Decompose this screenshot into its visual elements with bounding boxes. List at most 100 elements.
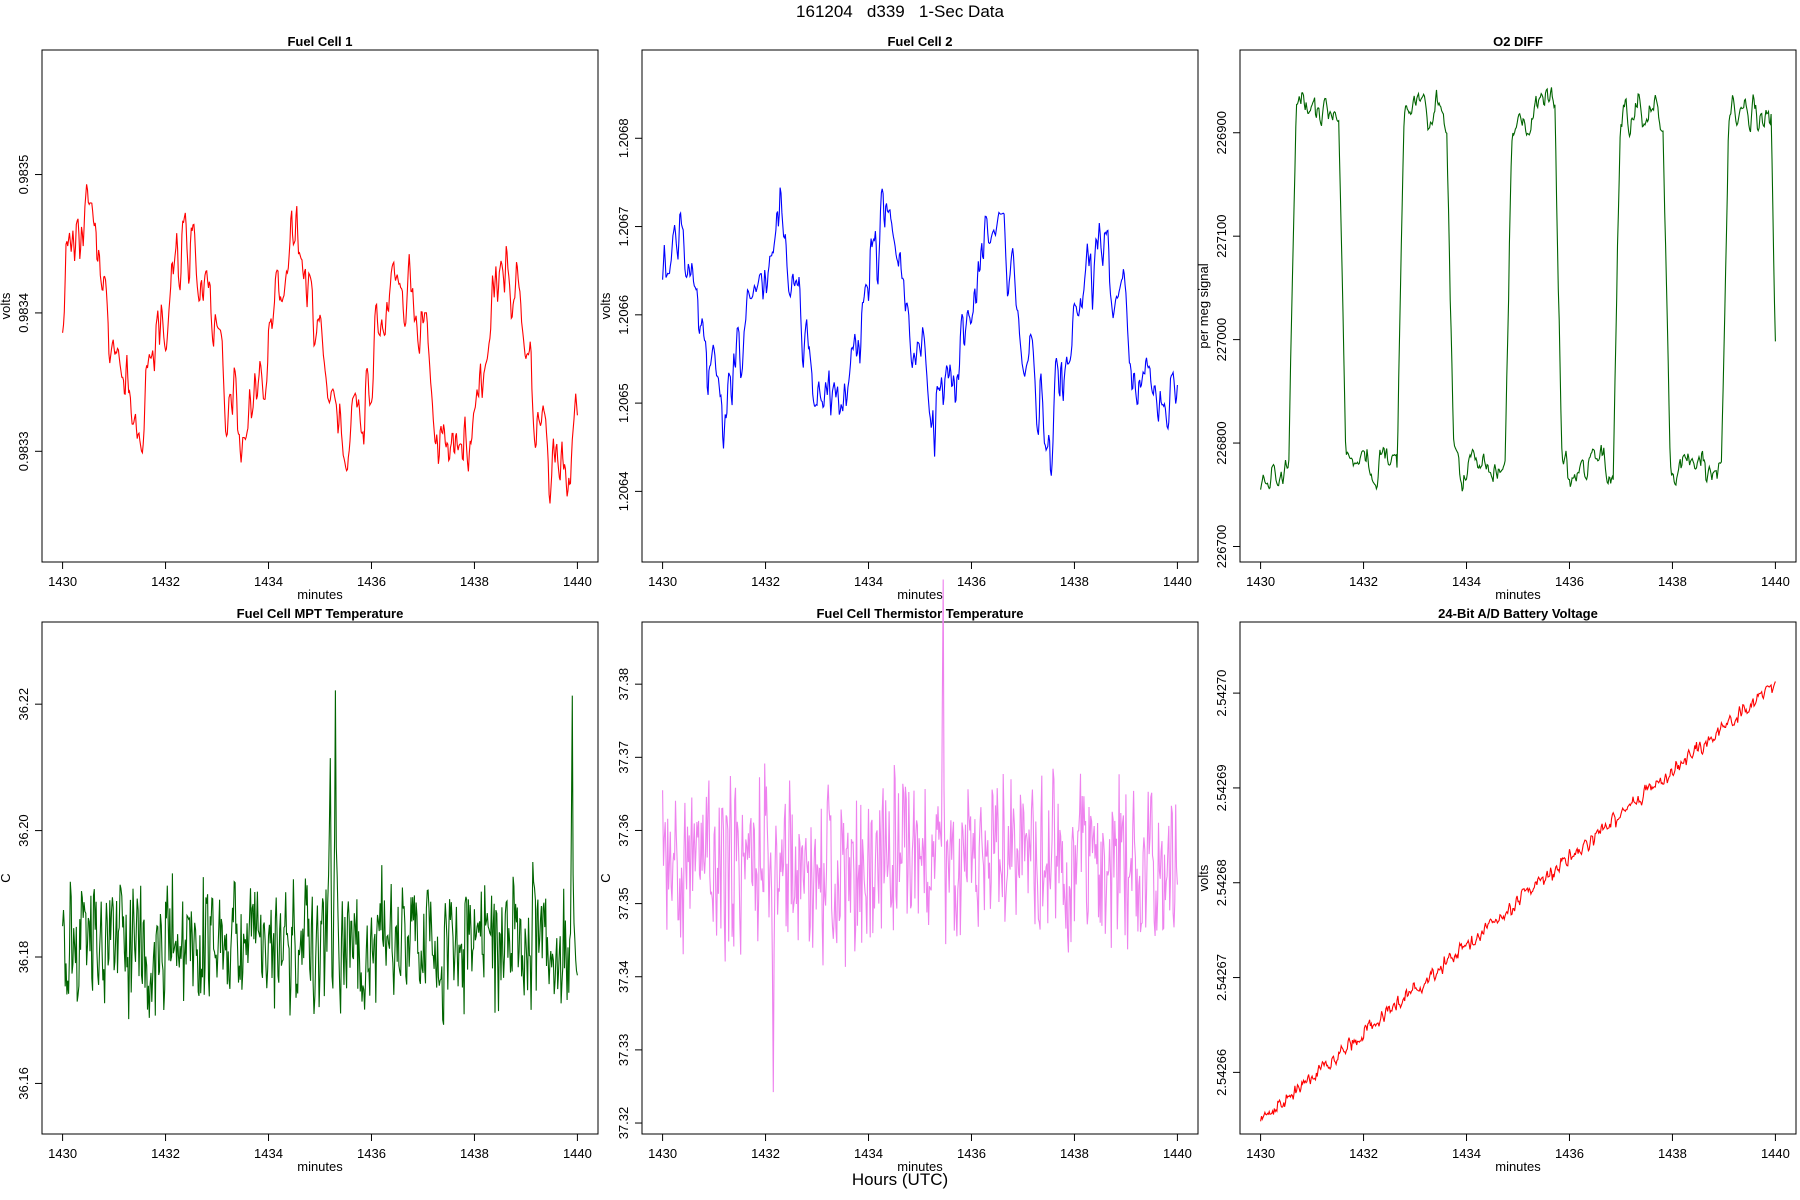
- panel-title: Fuel Cell 1: [287, 34, 352, 49]
- x-tick-label: 1430: [1246, 574, 1275, 589]
- x-tick-label: 1432: [751, 1146, 780, 1161]
- y-tick-label: 37.38: [616, 668, 631, 701]
- y-tick-label: 1.2064: [616, 471, 631, 511]
- series-line: [62, 690, 578, 1025]
- x-tick-label: 1432: [151, 1146, 180, 1161]
- y-tick-label: 0.9835: [16, 155, 31, 195]
- x-tick-label: 1440: [1761, 574, 1790, 589]
- x-tick-label: 1434: [254, 574, 283, 589]
- x-tick-label: 1432: [151, 574, 180, 589]
- figure-title: 161204 d339 1-Sec Data: [796, 2, 1004, 21]
- panel-6: 24-Bit A/D Battery Voltage 1430 1432 1434 14…: [1196, 606, 1797, 1174]
- panel-title: Fuel Cell Thermistor Temperature: [816, 606, 1023, 621]
- x-tick-label: 1440: [1163, 1146, 1192, 1161]
- x-tick-label: 1436: [1555, 1146, 1584, 1161]
- x-tick-label: 1438: [1060, 1146, 1089, 1161]
- y-axis-label: C: [0, 873, 13, 882]
- plot-frame: [41, 49, 599, 563]
- y-tick-label: 37.33: [616, 1034, 631, 1067]
- x-tick-label: 1438: [1658, 1146, 1687, 1161]
- figure-xlabel: Hours (UTC): [851, 1170, 949, 1189]
- y-axis-label: volts: [0, 292, 13, 319]
- y-tick-label: 37.32: [616, 1107, 631, 1140]
- x-axis-label: minutes: [897, 1159, 943, 1174]
- x-tick-label: 1430: [648, 1146, 677, 1161]
- y-tick-label: 227100: [1214, 214, 1229, 257]
- y-tick-label: 226700: [1214, 525, 1229, 568]
- panel-1: Fuel Cell 1 1430 1432 1434 1436 1438 1440 minut…: [0, 34, 599, 602]
- x-tick-label: 1430: [48, 1146, 77, 1161]
- x-tick-label: 1436: [1555, 574, 1584, 589]
- panel-title: 24-Bit A/D Battery Voltage: [1438, 606, 1598, 621]
- y-tick-label: 1.2065: [616, 383, 631, 423]
- y-tick-label: 2.54269: [1214, 764, 1229, 811]
- panel-2: Fuel Cell 2 1430 1432 1434 1436 1438 1440 minut…: [598, 34, 1199, 602]
- panel-title: Fuel Cell MPT Temperature: [237, 606, 404, 621]
- plot-frame: [641, 49, 1199, 563]
- x-axis-label: minutes: [297, 1159, 343, 1174]
- x-tick-label: 1432: [1349, 1146, 1378, 1161]
- y-tick-label: 226800: [1214, 421, 1229, 464]
- x-tick-label: 1436: [357, 574, 386, 589]
- y-tick-label: 37.36: [616, 814, 631, 847]
- plot-frame: [641, 621, 1199, 1135]
- x-tick-label: 1434: [1452, 1146, 1481, 1161]
- x-tick-label: 1436: [957, 574, 986, 589]
- x-tick-label: 1438: [460, 1146, 489, 1161]
- y-tick-label: 37.35: [616, 887, 631, 920]
- panel-title: O2 DIFF: [1493, 34, 1543, 49]
- y-axis-label: per meg signal: [1196, 263, 1211, 348]
- plot-frame: [1239, 49, 1797, 563]
- x-tick-label: 1430: [1246, 1146, 1275, 1161]
- y-tick-label: 1.2066: [616, 295, 631, 335]
- y-tick-label: 37.34: [616, 960, 631, 993]
- y-tick-label: 36.18: [16, 941, 31, 974]
- y-axis-label: volts: [598, 292, 613, 319]
- x-tick-label: 1440: [1163, 574, 1192, 589]
- x-tick-label: 1434: [254, 1146, 283, 1161]
- plot-frame: [1239, 621, 1797, 1135]
- y-tick-label: 0.9834: [16, 293, 31, 333]
- series-line: [1260, 681, 1776, 1122]
- y-tick-label: 2.54266: [1214, 1049, 1229, 1096]
- y-tick-label: 2.54270: [1214, 670, 1229, 717]
- x-tick-label: 1434: [854, 574, 883, 589]
- x-tick-label: 1432: [751, 574, 780, 589]
- y-tick-label: 2.54268: [1214, 859, 1229, 906]
- x-axis-label: minutes: [1495, 587, 1541, 602]
- y-tick-label: 1.2068: [616, 118, 631, 158]
- x-axis-label: minutes: [297, 587, 343, 602]
- y-axis-label: C: [598, 873, 613, 882]
- series-line: [1260, 87, 1776, 492]
- plot-frame: [41, 621, 599, 1135]
- series-line: [662, 579, 1178, 1093]
- x-tick-label: 1432: [1349, 574, 1378, 589]
- y-tick-label: 36.20: [16, 814, 31, 847]
- x-axis-label: minutes: [897, 587, 943, 602]
- x-tick-label: 1430: [48, 574, 77, 589]
- panel-4: Fuel Cell MPT Temperature 1430 1432 1434 143…: [0, 606, 599, 1174]
- y-tick-label: 37.37: [616, 741, 631, 774]
- x-tick-label: 1440: [1761, 1146, 1790, 1161]
- x-tick-label: 1434: [1452, 574, 1481, 589]
- series-line: [62, 184, 578, 504]
- y-tick-label: 227000: [1214, 318, 1229, 361]
- panel-title: Fuel Cell 2: [887, 34, 952, 49]
- panel-3: O2 DIFF 1430 1432 1434 1436 1438 1440 minutes 22…: [1196, 34, 1797, 602]
- x-tick-label: 1438: [1658, 574, 1687, 589]
- x-tick-label: 1440: [563, 1146, 592, 1161]
- y-tick-label: 2.54267: [1214, 954, 1229, 1001]
- y-tick-label: 0.9833: [16, 431, 31, 471]
- x-tick-label: 1434: [854, 1146, 883, 1161]
- panel-5: Fuel Cell Thermistor Temperature 1430 1432…: [598, 579, 1199, 1174]
- y-tick-label: 36.16: [16, 1067, 31, 1100]
- y-tick-label: 1.2067: [616, 207, 631, 247]
- x-tick-label: 1438: [1060, 574, 1089, 589]
- series-line: [662, 187, 1178, 476]
- x-tick-label: 1436: [957, 1146, 986, 1161]
- x-tick-label: 1438: [460, 574, 489, 589]
- x-tick-label: 1440: [563, 574, 592, 589]
- y-tick-label: 36.22: [16, 688, 31, 721]
- y-tick-label: 226900: [1214, 111, 1229, 154]
